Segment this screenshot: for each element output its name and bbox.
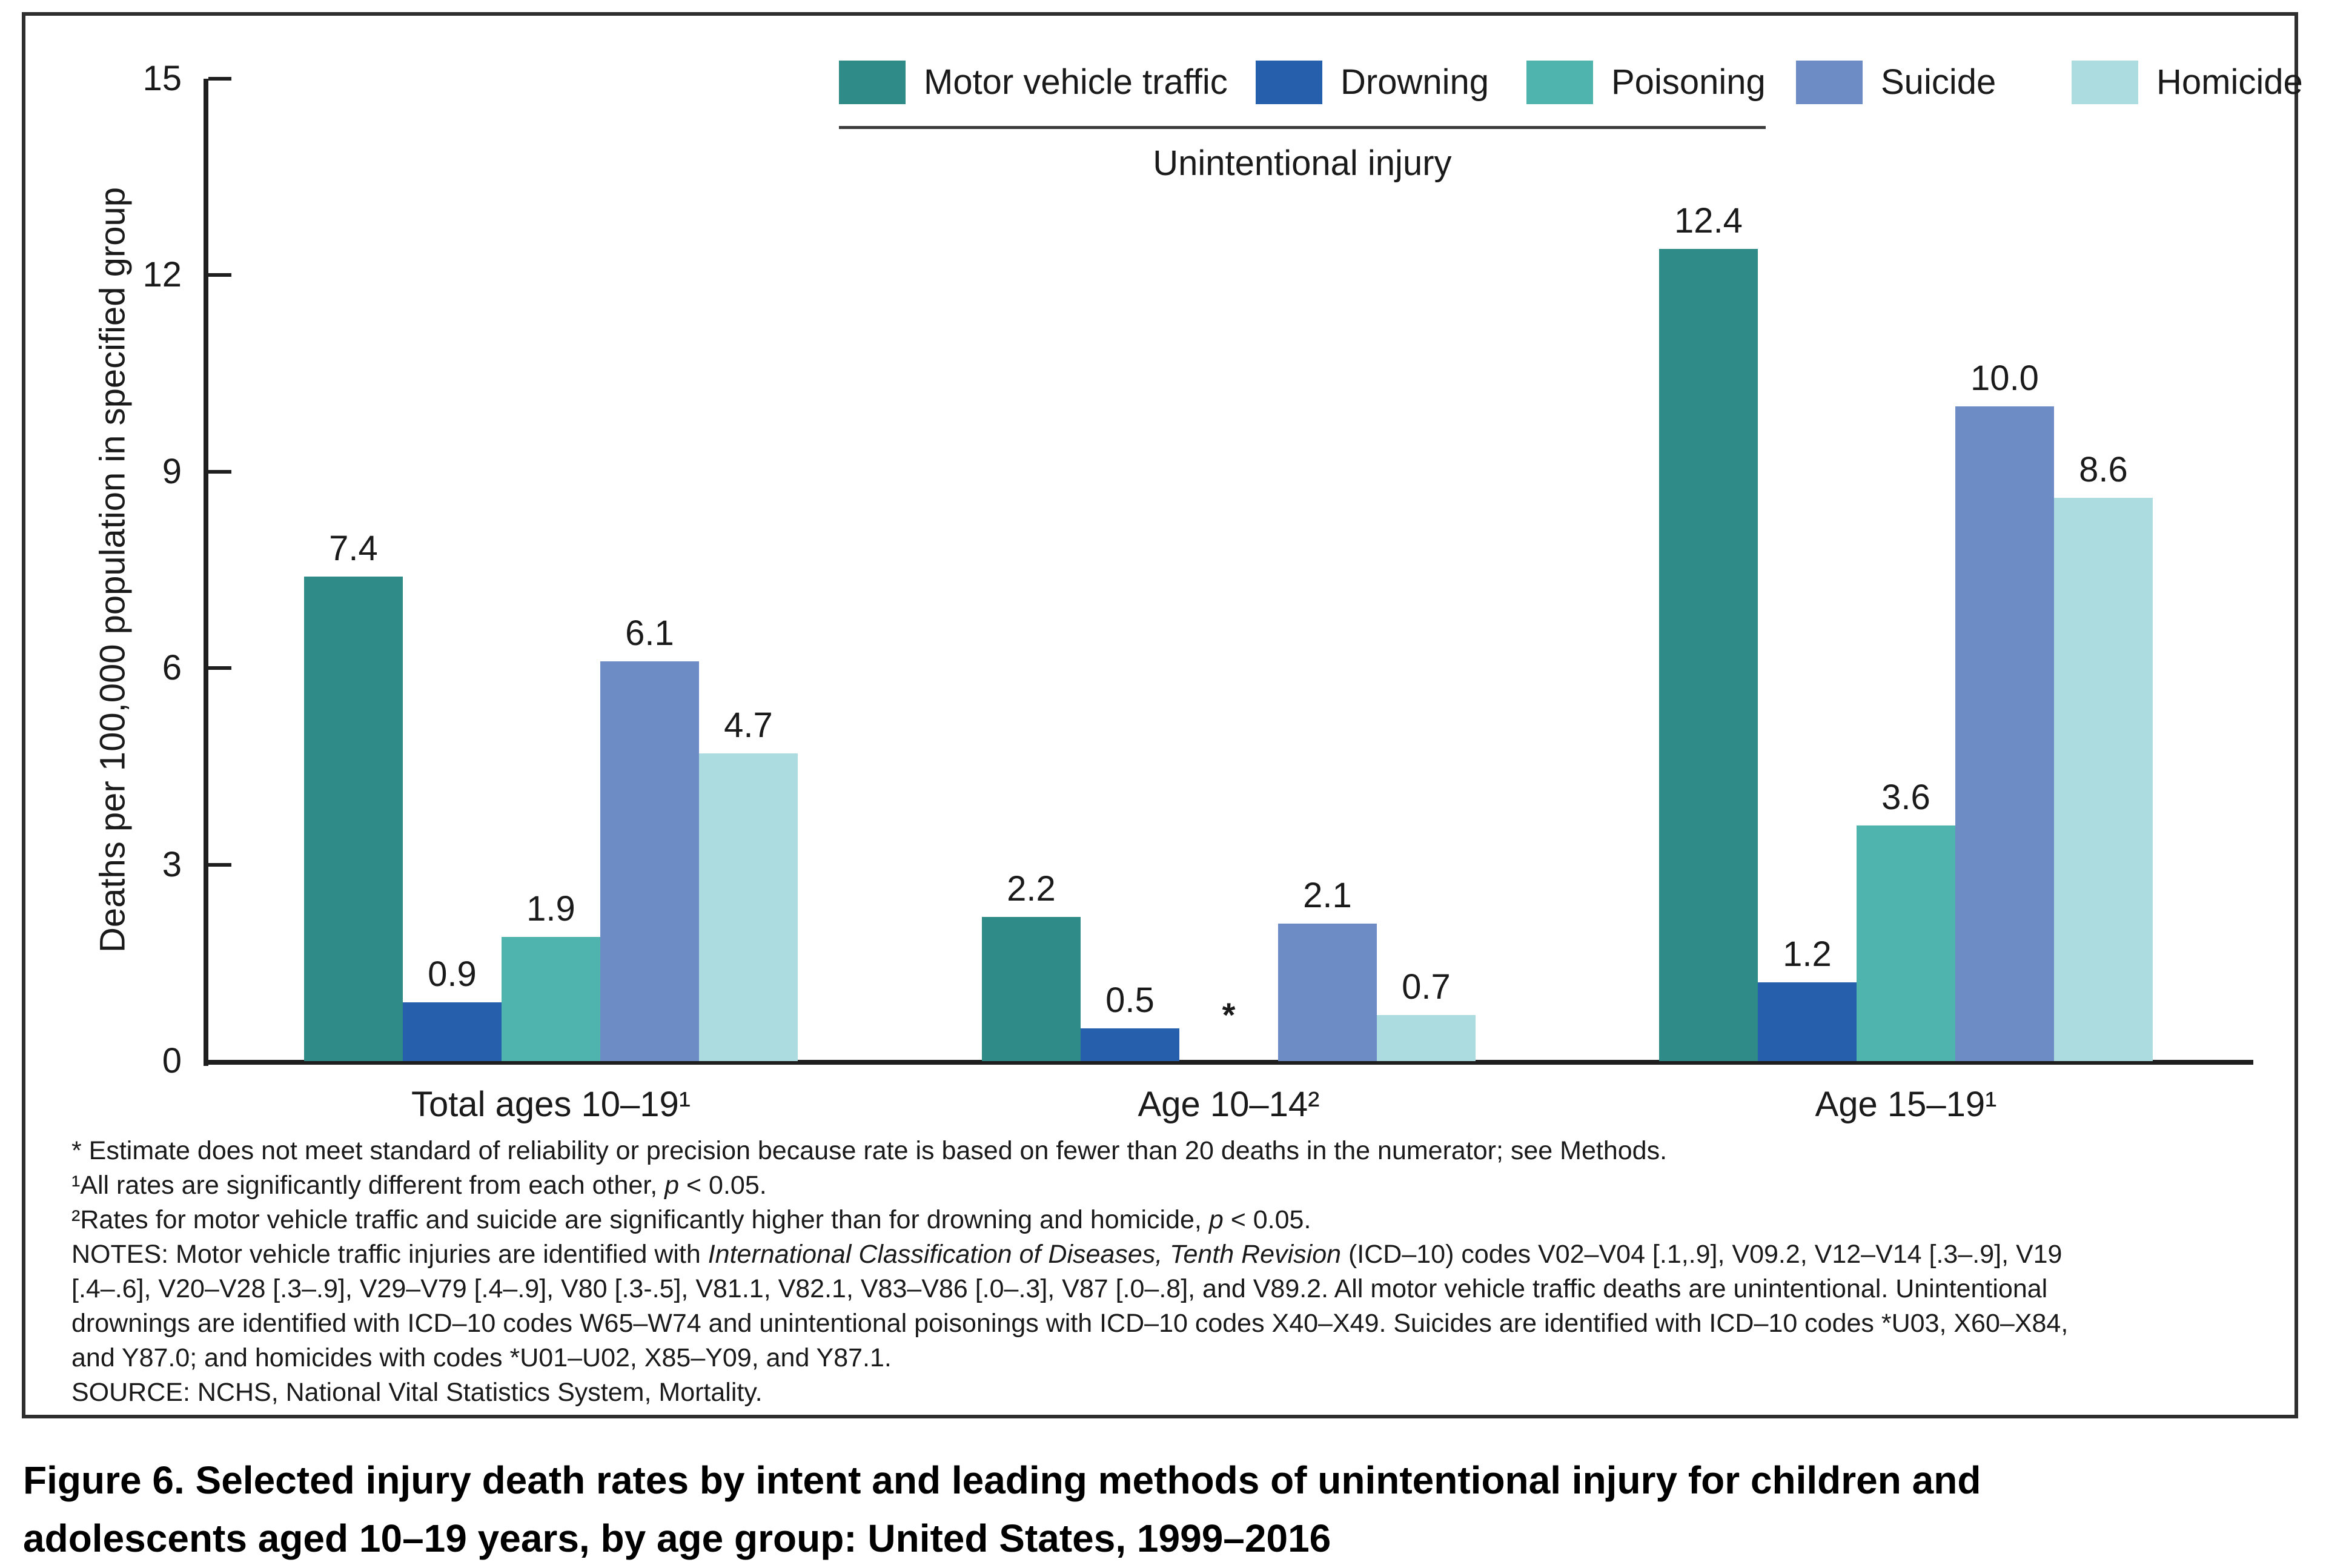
footnote-line: * Estimate does not meet standard of rel… [71,1134,2068,1168]
legend-item-motor-vehicle-traffic: Motor vehicle traffic [839,61,1228,104]
y-tick-label: 9 [162,451,182,491]
bar-value-label: 7.4 [329,528,378,568]
bar-poisoning [1857,825,1955,1061]
y-tick-label: 15 [142,59,182,98]
footnote-line: drownings are identified with ICD–10 cod… [71,1306,2068,1341]
footnote-text-segment: * Estimate does not meet standard of rel… [71,1136,1668,1165]
footnote-text-segment: and Y87.0; and homicides with codes *U01… [71,1343,892,1372]
y-tick-mark [208,862,231,867]
bar-drowning [1081,1028,1179,1061]
footnote-line: SOURCE: NCHS, National Vital Statistics … [71,1375,2068,1410]
footnote-text-segment: (ICD–10) codes V02–V04 [.1,.9], V09.2, V… [1341,1240,2063,1269]
bar-drowning [403,1002,502,1061]
legend-label: Drowning [1340,62,1489,102]
bar-value-label: 0.9 [428,954,477,994]
bar-motor-vehicle-traffic [1659,249,1758,1061]
x-axis-line [204,1060,2253,1065]
bar-value-label: 6.1 [625,614,674,653]
bar-value-label: 4.7 [724,705,773,745]
footnote-line: and Y87.0; and homicides with codes *U01… [71,1341,2068,1375]
unintentional-injury-group-label: Unintentional injury [1153,144,1452,183]
footnote-text-segment: International Classification of Diseases… [707,1240,1342,1269]
footnote-text-segment: ²Rates for motor vehicle traffic and sui… [71,1205,1209,1234]
y-tick-label: 12 [142,255,182,295]
legend-item-homicide: Homicide [2072,61,2303,104]
category-label: Age 10–14² [1138,1085,1320,1124]
bar-suicide [1278,923,1377,1061]
bar-value-label: 2.2 [1007,869,1056,909]
bar-drowning [1758,982,1857,1061]
y-tick-label: 0 [162,1041,182,1080]
footnote-text-segment: < 0.05. [679,1171,767,1200]
bar-value-label: 10.0 [1970,358,2039,398]
legend-item-suicide: Suicide [1796,61,1996,104]
drowning-swatch [1256,61,1322,104]
bar-value-label: 12.4 [1674,201,1743,241]
footnote-line: NOTES: Motor vehicle traffic injuries ar… [71,1237,2068,1272]
y-tick-label: 6 [162,648,182,688]
bar-value-label: 0.5 [1105,980,1155,1020]
footnotes-block: * Estimate does not meet standard of rel… [71,1134,2068,1410]
y-axis-title: Deaths per 100,000 population in specifi… [93,187,133,953]
footnote-text-segment: drownings are identified with ICD–10 cod… [71,1309,2069,1338]
bar-value-label: 0.7 [1402,967,1451,1007]
y-tick-mark [208,273,231,277]
bar-motor-vehicle-traffic [982,917,1081,1061]
y-tick-mark [208,666,231,670]
footnote-text-segment: < 0.05. [1223,1205,1311,1234]
footnote-line: ²Rates for motor vehicle traffic and sui… [71,1203,2068,1237]
y-axis-line [204,79,208,1066]
footnote-line: [.4–.6], V20–V28 [.3–.9], V29–V79 [.4–.9… [71,1272,2068,1306]
figure-caption-line2: adolescents aged 10–19 years, by age gro… [23,1517,1331,1560]
footnote-text-segment: ¹All rates are significantly different f… [71,1171,665,1200]
bar-suicide [1955,406,2054,1061]
bar-suicide [600,661,699,1061]
legend-item-poisoning: Poisoning [1526,61,1766,104]
footnote-line: ¹All rates are significantly different f… [71,1168,2068,1203]
legend-label: Motor vehicle traffic [924,62,1228,102]
figure-caption-line1: Figure 6. Selected injury death rates by… [23,1458,1981,1502]
homicide-swatch [2072,61,2138,104]
bar-value-label: 1.2 [1783,935,1832,974]
category-label: Total ages 10–19¹ [411,1085,691,1124]
y-tick-mark [208,469,231,474]
bar-homicide [699,753,798,1061]
bar-value-label: 8.6 [2079,450,2128,490]
legend-label: Homicide [2156,62,2303,102]
bar-value-label: 3.6 [1881,777,1930,817]
bar-homicide [1377,1015,1476,1061]
figure-caption: Figure 6. Selected injury death rates by… [23,1451,1981,1567]
legend-label: Suicide [1881,62,1996,102]
bar-value-label: 1.9 [526,888,575,928]
y-tick-mark [208,77,231,81]
footnote-text-segment: [.4–.6], V20–V28 [.3–.9], V29–V79 [.4–.9… [71,1274,2048,1303]
legend-item-drowning: Drowning [1256,61,1489,104]
footnote-text-segment: NOTES: Motor vehicle traffic injuries ar… [71,1240,708,1269]
footnote-text-segment: p [664,1171,680,1200]
footnote-text-segment: SOURCE: NCHS, National Vital Statistics … [71,1378,763,1407]
y-tick-label: 3 [162,844,182,884]
poisoning-swatch [1526,61,1593,104]
legend-label: Poisoning [1611,62,1766,102]
footnote-text-segment: p [1208,1205,1224,1234]
category-label: Age 15–19¹ [1815,1085,1997,1124]
bar-motor-vehicle-traffic [304,576,403,1061]
bar-poisoning [502,936,600,1061]
bar-value-label: 2.1 [1303,875,1352,915]
suicide-swatch [1796,61,1863,104]
unintentional-injury-bracket-line [839,126,1766,129]
bar-homicide [2054,498,2153,1061]
motor-vehicle-traffic-swatch [839,61,906,104]
suppressed-estimate-asterisk: * [1222,996,1236,1034]
